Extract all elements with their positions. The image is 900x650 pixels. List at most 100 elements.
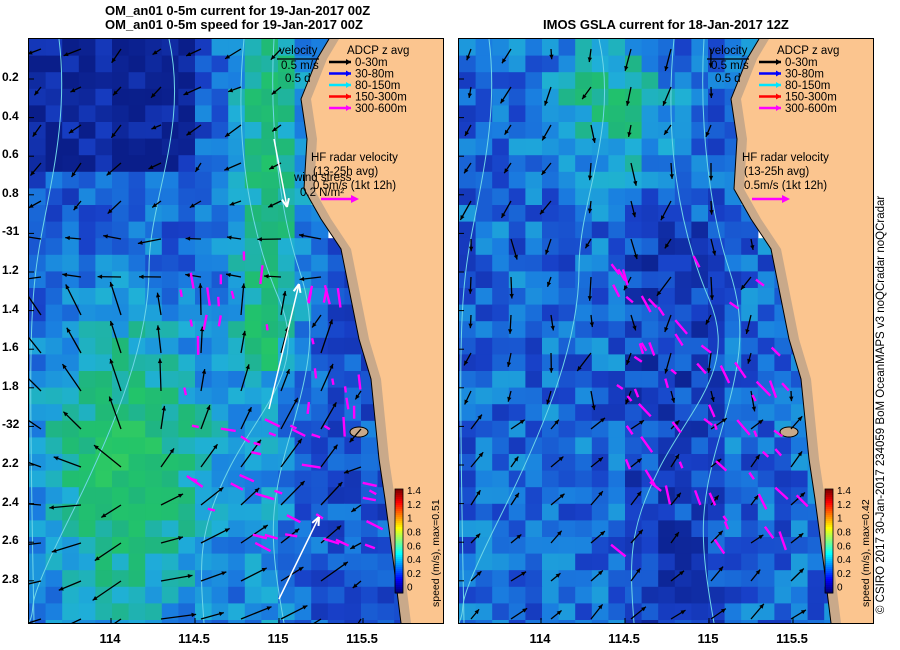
velocity-arrow [587, 48, 593, 63]
speed-cell [128, 420, 146, 438]
velocity-arrow [463, 352, 472, 366]
speed-cell [78, 404, 96, 422]
speed-cell [459, 88, 477, 106]
speed-cell [128, 520, 146, 538]
speed-cell [228, 55, 246, 73]
velocity-arrow [194, 162, 202, 173]
speed-cell [261, 586, 279, 604]
velocity-arrow [270, 48, 282, 61]
speed-cell [658, 537, 676, 555]
velocity-arrow [114, 618, 122, 623]
speed-cell [525, 188, 543, 206]
speed-cell [475, 254, 493, 272]
hf-radar-arrow [191, 424, 200, 429]
hf-radar-arrow [770, 346, 781, 357]
hf-radar-arrow [693, 489, 702, 506]
colorbar-segment [395, 573, 403, 576]
speed-cell [741, 603, 759, 621]
velocity-arrow [670, 453, 680, 468]
speed-cell [29, 105, 47, 123]
speed-cell [128, 620, 146, 623]
speed-cell [542, 371, 560, 389]
speed-cell [327, 487, 345, 505]
hf-radar-arrow [307, 285, 314, 303]
speed-cell [145, 171, 163, 189]
speed-cell [591, 520, 609, 538]
speed-cell [741, 354, 759, 372]
speed-cell [508, 586, 526, 604]
speed-cell [791, 503, 809, 521]
coastal-shelf [301, 39, 411, 623]
hf-radar-arrow [284, 533, 298, 538]
speed-cell [459, 321, 477, 339]
longitude-tick-label: 115.5 [346, 631, 378, 646]
speed-cell [558, 337, 576, 355]
velocity-arrow [467, 86, 473, 99]
colorbar-segment [825, 513, 833, 516]
velocity-arrow [66, 327, 82, 354]
colorbar-segment [825, 587, 833, 590]
speed-cell [558, 254, 576, 272]
speed-cell [228, 420, 246, 438]
velocity-arrow [29, 200, 42, 209]
velocity-arrow [509, 276, 514, 299]
speed-cell [211, 503, 229, 521]
velocity-arrow [70, 86, 82, 93]
speed-cell [45, 88, 63, 106]
hf-radar-arrow [648, 342, 656, 356]
velocity-arrow [587, 200, 593, 214]
speed-cell [475, 487, 493, 505]
velocity-arrow [470, 608, 480, 620]
velocity-arrow [750, 569, 761, 582]
speed-cell [145, 570, 163, 588]
hf-radar-arrow [640, 435, 654, 453]
speed-cell [641, 354, 659, 372]
speed-cell [625, 404, 643, 422]
speed-cell [278, 603, 296, 621]
speed-cell [674, 354, 692, 372]
colorbar-segment [825, 581, 833, 584]
speed-cell [128, 503, 146, 521]
speed-cell [244, 371, 262, 389]
velocity-arrow [790, 532, 804, 544]
velocity-arrow [545, 238, 552, 255]
speed-cell [195, 271, 213, 289]
speed-cell [78, 553, 96, 571]
adcp-title: ADCP z avg [777, 45, 839, 57]
speed-cell [708, 404, 726, 422]
velocity-arrow [590, 417, 606, 430]
velocity-arrow [151, 200, 162, 208]
speed-cell [195, 72, 213, 90]
speed-cell [294, 238, 312, 256]
velocity-arrow [352, 580, 362, 589]
colorbar-segment [395, 545, 403, 548]
speed-cell [807, 586, 825, 604]
speed-cell [691, 586, 709, 604]
speed-cell [211, 88, 229, 106]
speed-cell [508, 454, 526, 472]
speed-cell [525, 404, 543, 422]
speed-cell [161, 586, 179, 604]
colorbar-segment [395, 559, 403, 562]
speed-cell [658, 520, 676, 538]
hf-radar-arrow [757, 493, 768, 510]
velocity-arrow [29, 580, 42, 585]
speed-cell [558, 570, 576, 588]
velocity-arrow [267, 200, 282, 208]
velocity-arrow [29, 618, 42, 623]
speed-cell [708, 553, 726, 571]
speed-cell [475, 354, 493, 372]
speed-cell [112, 72, 130, 90]
velocity-period: 0.5 d [285, 73, 311, 85]
speed-cell [128, 122, 146, 140]
speed-cell [145, 503, 163, 521]
speed-cell [78, 221, 96, 239]
speed-cell [492, 503, 510, 521]
speed-cell [161, 188, 179, 206]
hf-radar-avg: (13-25h avg) [744, 166, 809, 178]
speed-cell [95, 387, 113, 405]
speed-cell [558, 537, 576, 555]
speed-cell [211, 520, 229, 538]
speed-cell [178, 72, 196, 90]
speed-cell [658, 72, 676, 90]
